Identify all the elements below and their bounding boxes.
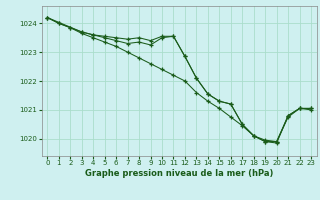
X-axis label: Graphe pression niveau de la mer (hPa): Graphe pression niveau de la mer (hPa) (85, 169, 273, 178)
